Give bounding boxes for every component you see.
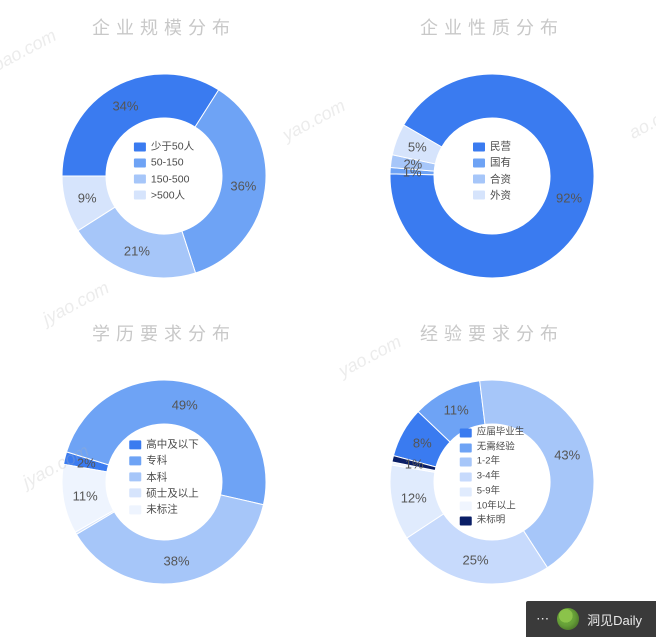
panel-experience: 经验要求分布 8%11%43%25%12%0%1%应届毕业生无需经验1-2年3-… <box>328 306 656 612</box>
legend-label: 应届毕业生 <box>477 425 525 440</box>
legend-item: 国有 <box>473 155 511 171</box>
legend-label: 硕士及以上 <box>146 485 199 501</box>
slice-percent-label: 36% <box>230 179 256 194</box>
legend-swatch-icon <box>473 158 485 167</box>
legend-swatch-icon <box>473 191 485 200</box>
charts-grid: 企业规模分布 34% 36% 21% 9% 少于50人50-150150-500>500… <box>0 0 656 600</box>
legend-label: >500人 <box>151 187 185 203</box>
slice-percent-label: 2% <box>403 157 422 172</box>
chart-legend: 高中及以下专科本科硕士及以上未标注 <box>129 436 199 517</box>
legend-swatch-icon <box>460 473 472 482</box>
legend-label: 50-150 <box>151 155 184 171</box>
legend-item: 未标注 <box>129 501 199 517</box>
legend-swatch-icon <box>129 472 141 481</box>
legend-item: >500人 <box>134 187 194 203</box>
slice-percent-label: 9% <box>78 191 97 206</box>
legend-item: 50-150 <box>134 155 194 171</box>
legend-item: 1-2年 <box>460 455 525 470</box>
legend-item: 10年以上 <box>460 499 525 514</box>
legend-item: 民营 <box>473 138 511 154</box>
panel-company-size: 企业规模分布 34% 36% 21% 9% 少于50人50-150150-500>500… <box>0 0 328 306</box>
legend-item: 无需经验 <box>460 440 525 455</box>
chart-title: 学历要求分布 <box>10 320 318 346</box>
slice-percent-label: 25% <box>463 553 489 568</box>
footer-brand-bar: ⋯ 洞见Daily <box>526 601 656 637</box>
slice-percent-label: 1% <box>405 456 424 471</box>
legend-swatch-icon <box>460 487 472 496</box>
slice-percent-label: 8% <box>413 435 432 450</box>
legend-label: 少于50人 <box>151 138 194 154</box>
legend-item: 高中及以下 <box>129 436 199 452</box>
slice-percent-label: 5% <box>408 140 427 155</box>
chart-title: 企业规模分布 <box>10 14 318 40</box>
legend-label: 外资 <box>490 187 511 203</box>
panel-company-type: 企业性质分布 92%1%2%5%民营国有合资外资 ao.com <box>328 0 656 306</box>
legend-item: 应届毕业生 <box>460 425 525 440</box>
donut-company-size: 34% 36% 21% 9% 少于50人50-150150-500>500人 <box>10 46 318 296</box>
slice-percent-label: 92% <box>556 190 582 205</box>
donut-education: 2%49%38%0%11%高中及以下专科本科硕士及以上未标注 <box>10 352 318 602</box>
slice-percent-label: 49% <box>172 397 198 412</box>
chart-legend: 少于50人50-150150-500>500人 <box>134 138 194 203</box>
legend-item: 5-9年 <box>460 484 525 499</box>
legend-label: 1-2年 <box>477 455 500 470</box>
legend-item: 硕士及以上 <box>129 485 199 501</box>
legend-label: 民营 <box>490 138 511 154</box>
legend-label: 10年以上 <box>477 499 516 514</box>
chart-title: 企业性质分布 <box>338 14 646 40</box>
legend-label: 高中及以下 <box>146 436 199 452</box>
donut-company-type: 92%1%2%5%民营国有合资外资 <box>338 46 646 296</box>
donut-experience: 8%11%43%25%12%0%1%应届毕业生无需经验1-2年3-4年5-9年1… <box>338 352 646 602</box>
legend-item: 外资 <box>473 187 511 203</box>
legend-swatch-icon <box>473 175 485 184</box>
slice-percent-label: 21% <box>124 244 150 259</box>
slice-percent-label: 2% <box>77 456 96 471</box>
legend-item: 本科 <box>129 469 199 485</box>
legend-swatch-icon <box>129 505 141 514</box>
chart-legend: 应届毕业生无需经验1-2年3-4年5-9年10年以上未标明 <box>460 425 525 528</box>
legend-item: 未标明 <box>460 514 525 529</box>
legend-swatch-icon <box>134 175 146 184</box>
legend-swatch-icon <box>134 142 146 151</box>
slice-percent-label: 11% <box>73 488 98 503</box>
slice-percent-label: 43% <box>554 447 580 462</box>
legend-swatch-icon <box>460 443 472 452</box>
legend-swatch-icon <box>134 158 146 167</box>
slice-percent-label: 11% <box>444 403 469 418</box>
panel-education: 学历要求分布 2%49%38%0%11%高中及以下专科本科硕士及以上未标注 jy… <box>0 306 328 612</box>
chart-title: 经验要求分布 <box>338 320 646 346</box>
legend-swatch-icon <box>460 428 472 437</box>
legend-item: 3-4年 <box>460 470 525 485</box>
chart-legend: 民营国有合资外资 <box>473 138 511 203</box>
legend-label: 3-4年 <box>477 470 500 485</box>
legend-swatch-icon <box>129 456 141 465</box>
legend-label: 150-500 <box>151 171 190 187</box>
legend-label: 国有 <box>490 155 511 171</box>
legend-swatch-icon <box>460 458 472 467</box>
legend-label: 本科 <box>146 469 167 485</box>
legend-label: 未标明 <box>477 514 506 529</box>
footer-brand-text: 洞见Daily <box>587 610 642 629</box>
legend-item: 150-500 <box>134 171 194 187</box>
legend-label: 未标注 <box>146 501 178 517</box>
footer-prefix: ⋯ <box>536 611 549 627</box>
legend-item: 合资 <box>473 171 511 187</box>
legend-swatch-icon <box>460 517 472 526</box>
legend-swatch-icon <box>460 502 472 511</box>
legend-swatch-icon <box>129 440 141 449</box>
legend-label: 专科 <box>146 453 167 469</box>
legend-item: 专科 <box>129 453 199 469</box>
legend-label: 无需经验 <box>477 440 515 455</box>
slice-percent-label: 12% <box>401 491 427 506</box>
legend-swatch-icon <box>473 142 485 151</box>
legend-item: 少于50人 <box>134 138 194 154</box>
slice-percent-label: 38% <box>164 554 190 569</box>
slice-percent-label: 34% <box>112 98 138 113</box>
legend-swatch-icon <box>134 191 146 200</box>
legend-label: 合资 <box>490 171 511 187</box>
brand-logo-icon <box>557 608 579 630</box>
legend-label: 5-9年 <box>477 484 500 499</box>
legend-swatch-icon <box>129 489 141 498</box>
